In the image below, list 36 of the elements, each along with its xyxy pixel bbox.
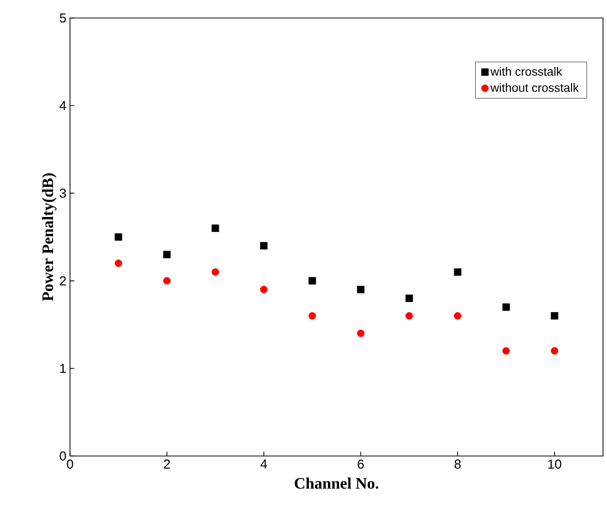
point: [260, 242, 268, 250]
point: [260, 286, 268, 294]
point: [308, 312, 316, 320]
x-tick-label: 4: [260, 460, 268, 468]
x-tick-label: 6: [358, 460, 364, 469]
y-tick-label: 2: [60, 276, 66, 286]
x-tick-label: 0: [66, 460, 74, 469]
legend-label: without crosstalk: [490, 83, 579, 92]
point: [212, 224, 220, 232]
y-tick-label: 4: [60, 101, 66, 110]
x-tick-label: 2: [164, 460, 170, 469]
y-tick-label: 3: [60, 188, 66, 198]
legend-label: with crosstalk: [490, 67, 562, 76]
point: [405, 312, 413, 320]
point: [454, 312, 462, 320]
point: [405, 294, 413, 302]
point: [357, 330, 364, 338]
point: [163, 250, 171, 258]
x-axis-title: Channel No.: [294, 478, 378, 489]
y-tick-label: 5: [60, 13, 66, 23]
point: [357, 286, 364, 294]
point: [163, 277, 171, 284]
point: [212, 268, 220, 276]
point: [114, 233, 122, 241]
point: [550, 347, 558, 355]
point: [502, 347, 510, 355]
point: [454, 268, 462, 276]
point: [114, 260, 122, 267]
x-tick-label: 10: [548, 460, 562, 469]
point: [308, 277, 316, 284]
point: [502, 303, 510, 311]
x-tick-label: 8: [454, 460, 461, 469]
y-tick-label: 1: [60, 364, 66, 373]
y-tick-label: 0: [60, 451, 66, 461]
point: [550, 312, 558, 320]
y-axis-title: Power Penalty(dB): [42, 173, 56, 302]
